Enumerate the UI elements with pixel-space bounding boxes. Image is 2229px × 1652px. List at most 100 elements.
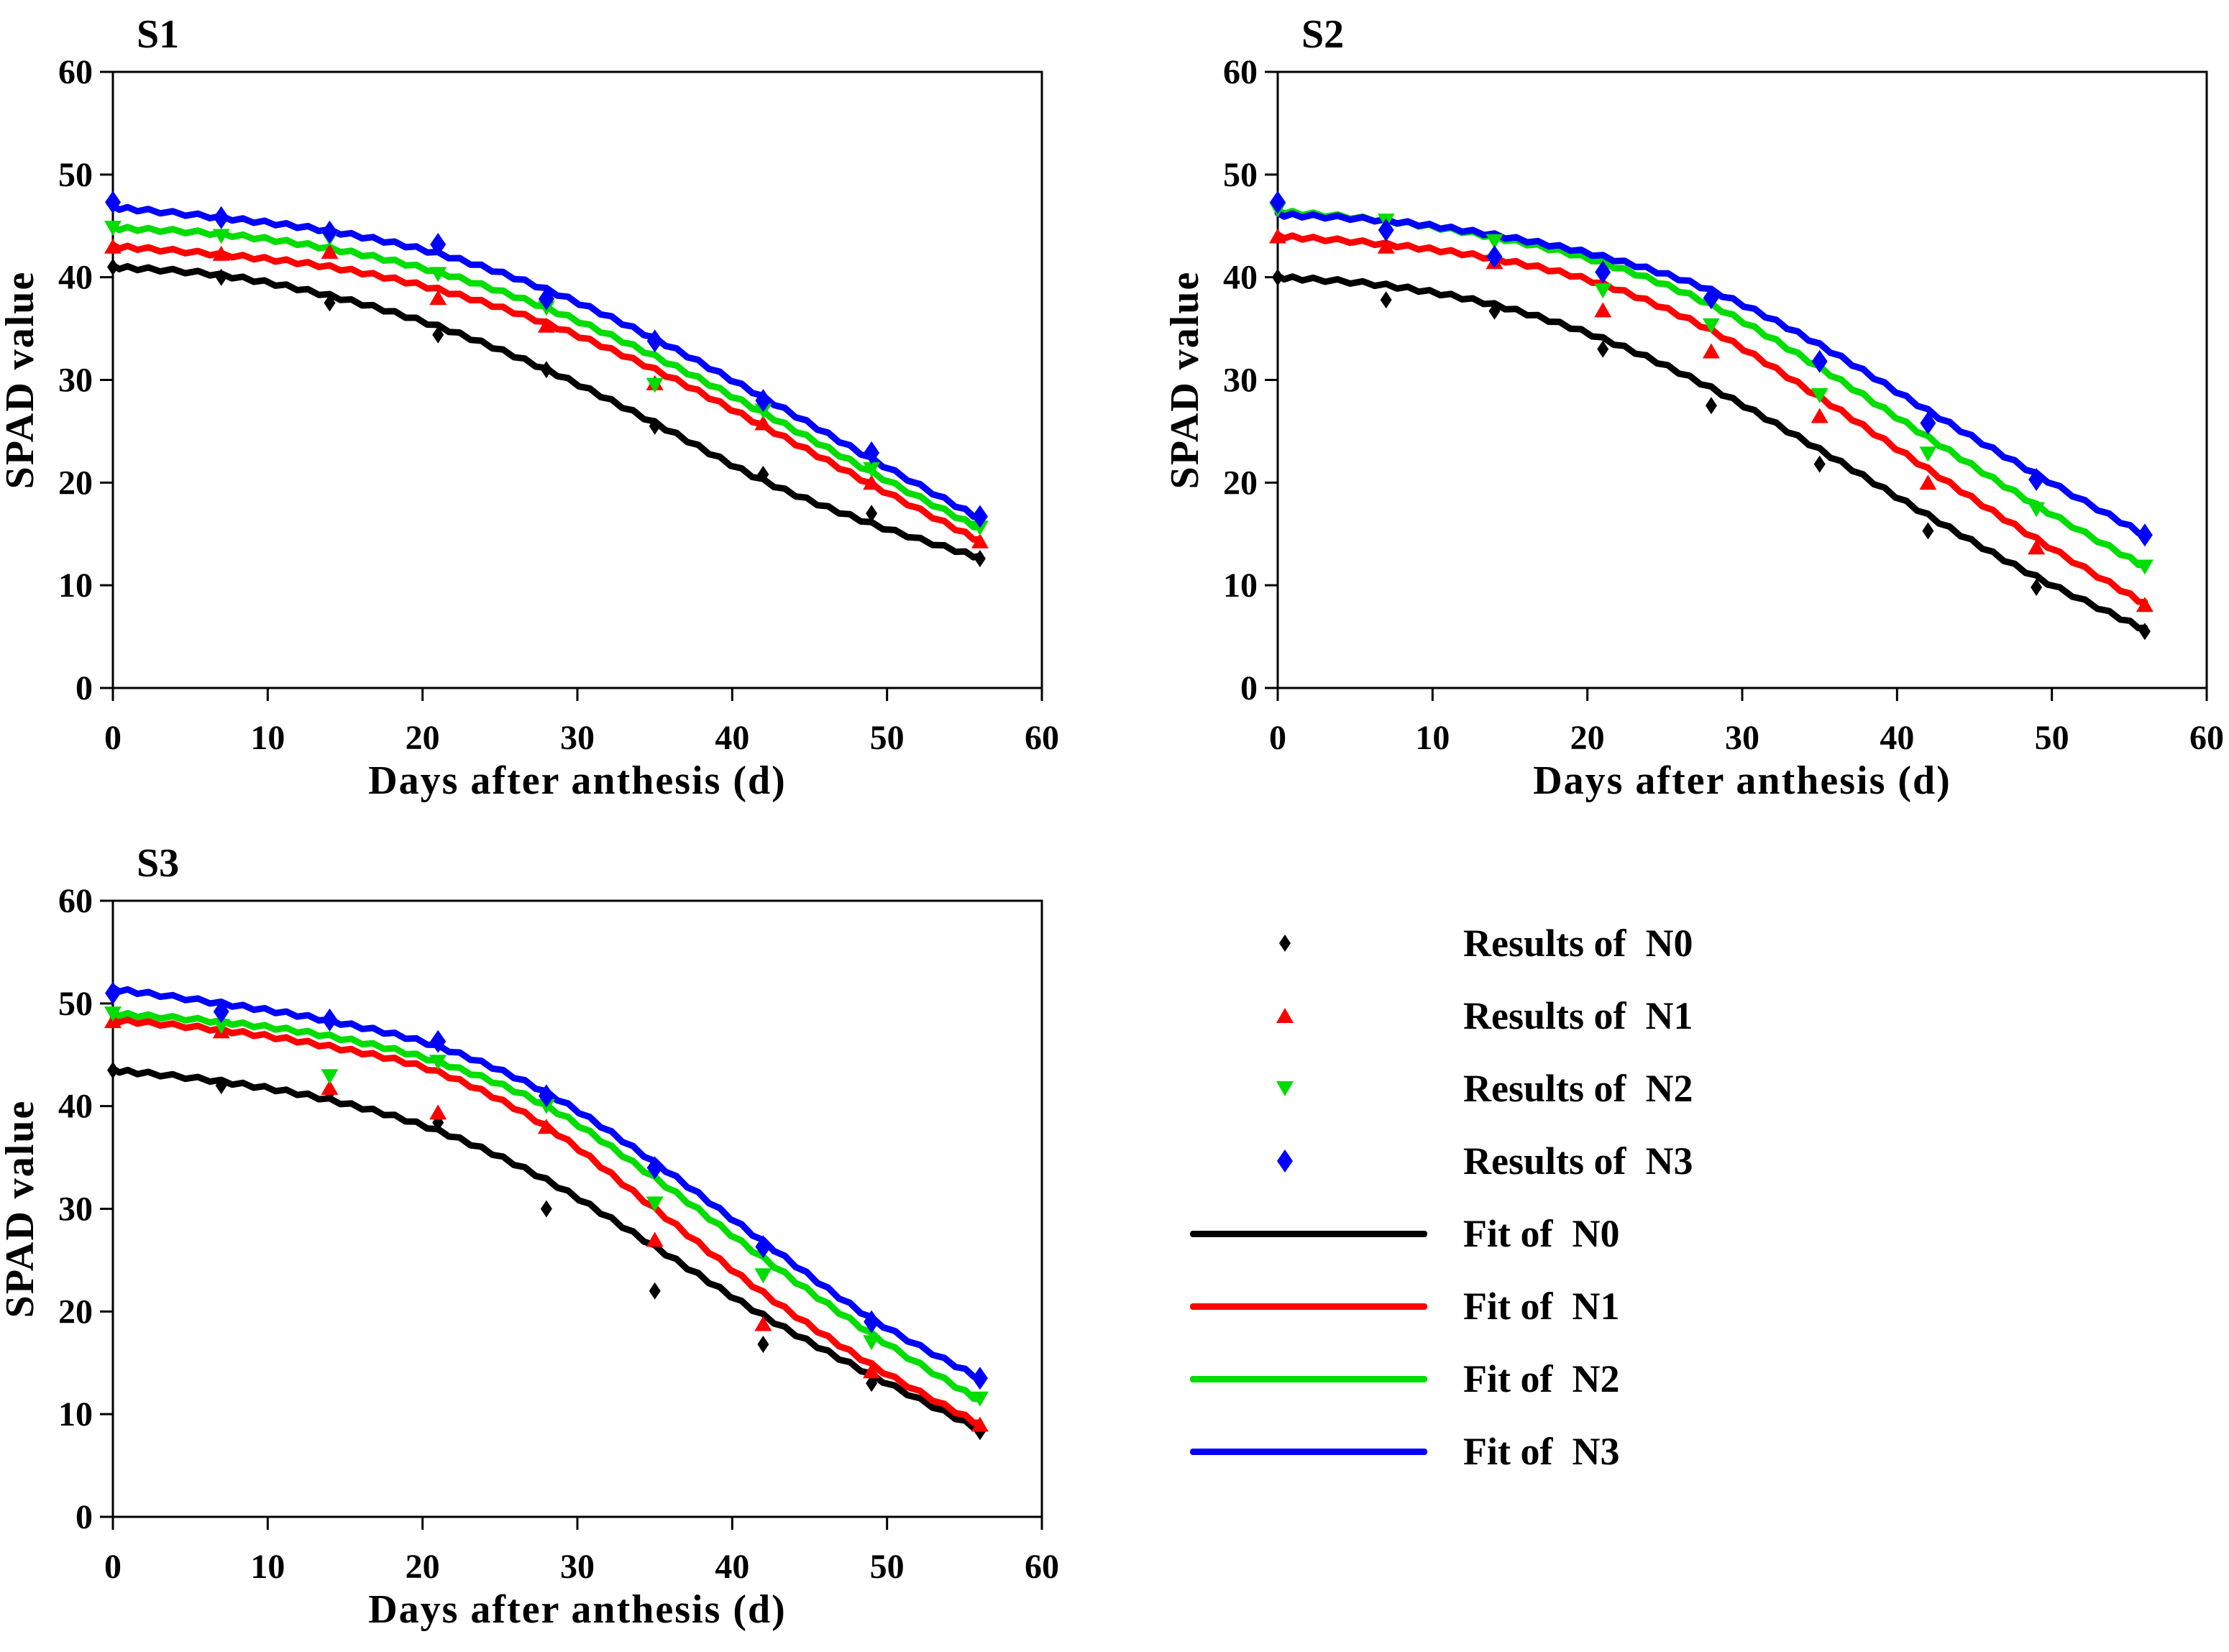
marker-n3 bbox=[755, 389, 772, 413]
legend-item-fit-of-n1: Fit of N1 bbox=[1179, 1270, 2171, 1343]
legend: Results of N0 Results of N1 Results of N2 R… bbox=[1179, 907, 2171, 1488]
chart-panel-s1: S1 0 10 20 30 40 50 60 0 10 20 30 40 50 60 Days after a… bbox=[0, 0, 1122, 820]
y-tick-label: 40 bbox=[1223, 259, 1258, 297]
y-tick-label: 30 bbox=[58, 1190, 93, 1229]
marker-n0 bbox=[1272, 268, 1283, 286]
y-tick-label: 0 bbox=[75, 669, 93, 707]
marker-n0 bbox=[649, 417, 661, 435]
marker-n3 bbox=[1486, 245, 1503, 269]
fit-line-n0 bbox=[1274, 272, 2148, 632]
marker-n2 bbox=[971, 520, 989, 536]
x-tick-label: 20 bbox=[406, 1548, 440, 1586]
marker-n2 bbox=[863, 462, 881, 477]
legend-item-results-of-n0: Results of N0 bbox=[1179, 907, 2171, 980]
marker-n0 bbox=[540, 361, 552, 379]
legend-label: Fit of N2 bbox=[1463, 1357, 1620, 1400]
legend-line-swatch-n1 bbox=[1179, 1270, 1463, 1343]
y-axis-title: SPAD value bbox=[1165, 271, 1207, 490]
chart-panel-s2: S2 0 10 20 30 40 50 60 0 10 20 30 40 50 60 Days after a… bbox=[1163, 0, 2229, 820]
x-tick-label: 20 bbox=[406, 719, 440, 757]
marker-n3 bbox=[1270, 191, 1286, 214]
marker-n3 bbox=[971, 505, 988, 528]
marker-n3 bbox=[538, 1084, 554, 1108]
marker-n0 bbox=[1488, 302, 1501, 320]
x-tick-label: 0 bbox=[1269, 719, 1286, 757]
marker-n0 bbox=[757, 1336, 769, 1353]
y-tick-label: 0 bbox=[75, 1498, 93, 1536]
marker-n1 bbox=[429, 1104, 447, 1120]
y-tick-label: 60 bbox=[58, 882, 93, 920]
legend-label: Results of N3 bbox=[1463, 1139, 1693, 1183]
marker-n1 bbox=[1269, 228, 1286, 244]
marker-n1 bbox=[429, 290, 447, 306]
marker-n3 bbox=[1378, 219, 1394, 242]
x-tick-label: 40 bbox=[715, 1548, 749, 1586]
marker-n0 bbox=[1705, 397, 1717, 415]
y-tick-label: 50 bbox=[58, 985, 93, 1023]
legend-label: Fit of N3 bbox=[1463, 1430, 1620, 1473]
panel-title-s1: S1 bbox=[137, 12, 179, 57]
x-axis-title: Days after anthesis (d) bbox=[368, 758, 787, 803]
legend-label: Results of N2 bbox=[1463, 1067, 1693, 1110]
marker-n0 bbox=[649, 1282, 661, 1300]
marker-n0 bbox=[1380, 291, 1392, 309]
marker-n3 bbox=[646, 1156, 663, 1180]
marker-n2 bbox=[2028, 502, 2046, 518]
marker-n2 bbox=[104, 221, 122, 237]
legend-label: Results of N0 bbox=[1463, 922, 1693, 965]
legend-marker-diamond-small-icon bbox=[1179, 907, 1463, 980]
marker-n1 bbox=[1594, 302, 1612, 318]
marker-n1 bbox=[104, 238, 122, 254]
x-tick-label: 30 bbox=[560, 1548, 595, 1586]
marker-n1 bbox=[754, 1316, 772, 1331]
marker-n2 bbox=[1486, 234, 1503, 249]
fit-line-n0 bbox=[109, 1065, 984, 1431]
marker-n3 bbox=[755, 1235, 772, 1259]
marker-n1 bbox=[1919, 474, 1937, 490]
marker-n1 bbox=[863, 474, 881, 490]
legend-item-fit-of-n3: Fit of N3 bbox=[1179, 1415, 2171, 1488]
marker-n1 bbox=[1811, 408, 1828, 423]
marker-n1 bbox=[971, 533, 989, 549]
marker-n3 bbox=[213, 206, 229, 229]
marker-n0 bbox=[215, 268, 227, 286]
marker-n2 bbox=[1594, 283, 1612, 299]
marker-n2 bbox=[104, 1006, 122, 1022]
y-tick-label: 10 bbox=[1223, 566, 1258, 605]
marker-n2 bbox=[971, 1391, 989, 1407]
marker-n2 bbox=[321, 1069, 339, 1085]
marker-n0 bbox=[757, 465, 769, 483]
legend-marker-triangle-down-icon bbox=[1179, 1052, 1463, 1125]
marker-n2 bbox=[429, 267, 447, 283]
x-tick-label: 50 bbox=[870, 719, 905, 757]
marker-n1 bbox=[537, 317, 555, 333]
x-tick-label: 60 bbox=[1025, 719, 1059, 757]
marker-n0 bbox=[1813, 455, 1826, 473]
legend-label: Fit of N1 bbox=[1463, 1285, 1620, 1328]
marker-n1 bbox=[646, 1231, 664, 1247]
x-tick-label: 0 bbox=[104, 1548, 122, 1586]
legend-marker-diamond-icon bbox=[1179, 1125, 1463, 1198]
y-tick-label: 60 bbox=[1223, 53, 1258, 91]
marker-n0 bbox=[2031, 579, 2043, 596]
marker-n2 bbox=[863, 1335, 881, 1351]
marker-n2 bbox=[1811, 387, 1828, 403]
marker-n1 bbox=[754, 415, 772, 431]
marker-n3 bbox=[971, 1367, 988, 1390]
y-axis-title: SPAD value bbox=[0, 271, 42, 490]
y-tick-label: 50 bbox=[1223, 156, 1258, 194]
legend-marker-triangle-up-icon bbox=[1179, 980, 1463, 1052]
marker-n0 bbox=[432, 326, 444, 344]
marker-n2 bbox=[212, 1019, 230, 1034]
marker-n3 bbox=[538, 287, 554, 311]
marker-n2 bbox=[646, 377, 664, 393]
y-tick-label: 10 bbox=[58, 1395, 93, 1433]
marker-n1 bbox=[212, 245, 230, 261]
y-tick-label: 20 bbox=[1223, 464, 1258, 502]
x-tick-label: 10 bbox=[250, 1548, 285, 1586]
x-tick-label: 40 bbox=[715, 719, 749, 757]
marker-n0 bbox=[1597, 340, 1609, 358]
marker-n3 bbox=[1595, 260, 1611, 284]
marker-n1 bbox=[863, 1363, 881, 1379]
marker-n0 bbox=[540, 1200, 552, 1218]
